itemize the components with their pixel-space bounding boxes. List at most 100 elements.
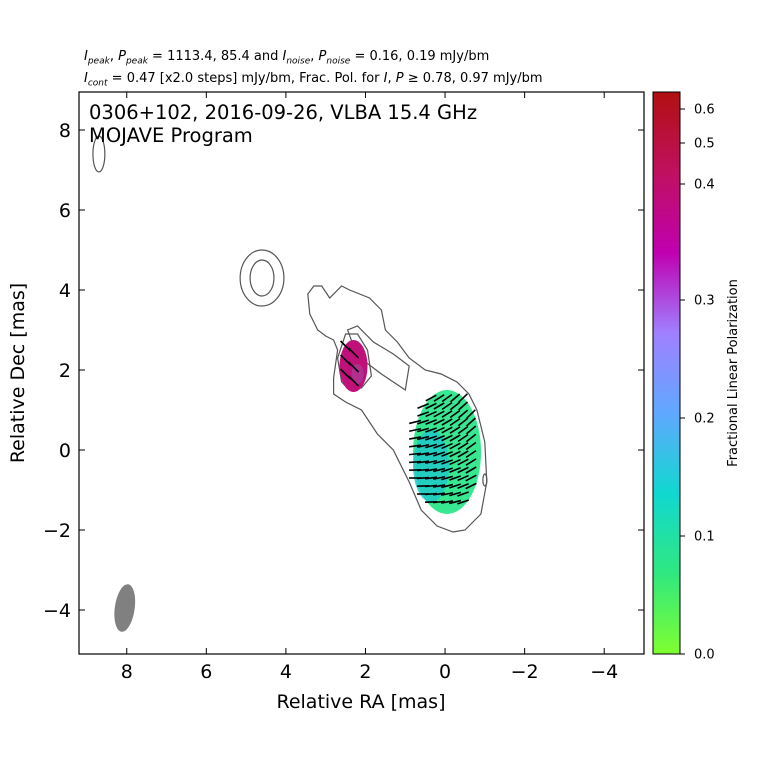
evpa-tick [441,467,454,473]
evpa-tick [425,435,438,441]
colorbar-tick-label: 0.5 [694,137,715,152]
x-tick-label: 0 [439,661,451,683]
y-tick-label: −2 [43,520,71,542]
evpa-tick [449,393,461,403]
evpa-tick [425,394,437,402]
y-tick-label: 4 [59,280,71,302]
evpa-tick [425,476,438,480]
header-line-2: Icont = 0.47 [x2.0 steps] mJy/bm, Frac. … [84,71,543,89]
evpa-tick [347,375,360,387]
evpa-tick [449,409,461,419]
evpa-tick [433,500,446,504]
evpa-tick [441,434,453,442]
x-tick-label: 2 [359,661,371,683]
evpa-tick [441,491,454,497]
evpa-tick [449,450,461,458]
evpa-tick [465,425,477,435]
chart-title-line-2: MOJAVE Program [89,124,253,147]
x-tick-label: 4 [280,661,292,683]
x-tick-label: 6 [200,661,212,683]
evpa-tick [457,450,469,458]
evpa-tick [457,425,469,435]
colorbar-tick-label: 0.0 [694,648,715,663]
axis-ticks: 8 6 4 2 0 −2 −4 −4 −2 0 2 4 6 8 [43,92,644,683]
evpa-tick [441,401,453,411]
evpa-tick [457,499,470,505]
evpa-tick [441,483,454,489]
evpa-tick [449,483,462,489]
x-tick-label: −2 [511,661,539,683]
evpa-tick [425,459,438,465]
evpa-tick [449,417,461,427]
evpa-tick [425,468,438,472]
evpa-tick [441,442,453,450]
evpa-tick [433,394,445,402]
y-axis-label: Relative Dec [mas] [7,283,29,463]
evpa-tick [458,393,468,403]
evpa-tick [425,492,438,496]
contour-blob-1 [249,259,275,297]
evpa-tick [465,458,477,466]
evpa-tick [441,500,454,504]
evpa-tick [409,452,422,456]
evpa-tick [457,458,469,466]
evpa-tick [457,483,469,489]
evpa-tick [457,474,469,482]
evpa-tick [409,444,422,448]
evpa-tick [433,451,446,457]
evpa-tick [425,451,438,457]
contour-outer [307,285,488,533]
y-tick-label: 0 [59,440,71,462]
evpa-tick [433,484,446,488]
colorbar-tick-label: 0.2 [694,412,715,427]
evpa-tick [433,492,446,496]
evpa-tick [417,468,430,472]
y-tick-label: 2 [59,360,71,382]
evpa-tick [441,410,453,418]
header-line-1: Ipeak, Ppeak = 1113.4, 85.4 and Inoise, … [84,49,490,67]
evpa-tick [441,475,454,481]
evpa-tick [441,426,453,434]
evpa-tick [449,401,461,411]
y-tick-label: −4 [43,600,71,622]
evpa-tick [457,491,469,497]
evpa-tick [441,393,453,403]
chart-title-line-1: 0306+102, 2016-09-26, VLBA 15.4 GHz [89,101,477,124]
evpa-tick [433,426,445,434]
evpa-tick [433,402,445,410]
x-tick-label: −4 [590,661,618,683]
evpa-tick [465,441,477,451]
evpa-tick [449,458,461,466]
evpa-tick [433,443,445,449]
evpa-tick [465,474,477,482]
evpa-tick [425,402,437,410]
evpa-tick [409,427,422,433]
contour-blob-2 [92,135,106,173]
evpa-tick [449,434,461,442]
evpa-tick [449,442,461,450]
evpa-tick [409,419,422,425]
evpa-tick [433,418,445,426]
evpa-tick [417,427,430,433]
evpa-tick [417,419,430,425]
colorbar-tick-label: 0.4 [694,178,715,193]
evpa-tick [347,361,360,373]
evpa-tick [466,417,477,427]
evpa-tick [441,459,453,465]
evpa-tick [409,436,422,440]
evpa-tick [449,467,461,473]
beam-ellipse [114,584,136,632]
contour-blob-0 [239,249,285,307]
evpa-tick [465,482,477,490]
evpa-tick [425,410,437,418]
evpa-tick [457,466,469,474]
evpa-tick [347,347,360,359]
evpa-tick [425,427,437,433]
evpa-tick [417,460,430,464]
y-tick-label: 6 [59,200,71,222]
evpa-tick [425,484,438,488]
evpa-tick [449,499,462,505]
evpa-tick [449,491,462,497]
colorbar-tick-label: 0.1 [694,530,715,545]
